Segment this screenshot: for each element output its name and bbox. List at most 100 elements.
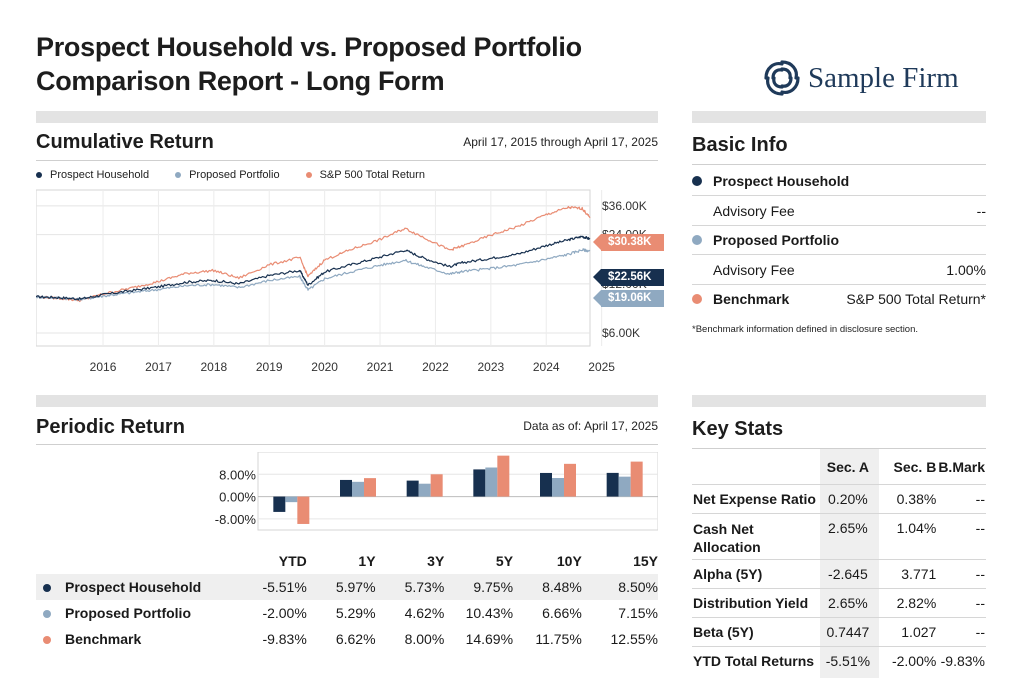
stat-label: Alpha (5Y) [693,565,763,582]
stat-sec-a: 2.65% [828,519,868,536]
prospect-dot [692,175,702,186]
basic-info-benchmark-value: S&P 500 Total Return* [846,290,986,307]
chart-series-lines [36,205,591,303]
benchmark-footnote: *Benchmark information defined in disclo… [692,324,919,335]
periodic-return-chart: 8.00% 0.00% -8.00% [215,452,658,531]
cell: 6.66% [542,605,582,621]
bar-chart-frame [257,452,658,531]
cell: 5.97% [335,579,376,595]
bar-y-tick-label: -8.00% [215,512,257,527]
bar-1y-prospect [340,479,352,497]
x-tick-label: 2025 [588,360,615,374]
stat-bmark: -- [975,519,985,536]
col-bmark: B.Mark [938,458,985,475]
bar-5y-proposed [485,467,498,497]
proposed-dot [43,610,51,619]
x-tick-label: 2021 [367,360,394,374]
section-rule [36,160,658,161]
bar-3y-benchmark [430,474,443,497]
legend-dot-benchmark [305,172,312,178]
key-stats-row: Distribution Yield 2.65% 2.82% -- [692,588,986,617]
proposed-dot [692,234,702,245]
proposed-advisory-fee: 1.00% [946,261,986,278]
series-line-prospect [36,235,591,301]
series-line-benchmark [36,205,591,303]
sec-a-column-shade [820,449,879,678]
stat-sec-b: 3.771 [901,565,937,582]
cumulative-return-chart: $36.00K$24.00K$12.00K$6.00K 201620172018… [36,189,647,374]
cell: 9.75% [473,579,514,595]
x-tick-label: 2024 [533,360,560,374]
cumulative-legend: Prospect Household Proposed Portfolio S&… [36,169,451,181]
prospect-dot [43,584,51,593]
bar-5y-benchmark [497,455,510,497]
stat-sec-b: 0.38% [896,490,937,507]
key-stats-row: Net Expense Ratio 0.20% 0.38% -- [692,484,986,513]
x-tick-label: 2020 [311,360,338,374]
chart-gridlines [36,190,603,346]
section-divider [692,395,986,407]
stat-sec-b: 2.82% [896,594,937,611]
stat-label: Net Expense Ratio [693,490,816,507]
bar-chart-gridlines [258,473,658,520]
cell: 8.48% [542,579,582,595]
stat-bmark: -- [975,490,985,507]
basic-info-prospect-label: Prospect Household [713,172,850,189]
key-stats-title: Key Stats [692,418,784,440]
key-stats-header-row: Sec. A Sec. B B.Mark [692,450,986,484]
bar-chart-y-axis: 8.00% 0.00% -8.00% [215,467,257,527]
section-divider [36,111,658,123]
stat-sec-a: 0.20% [828,490,868,507]
series-line-proposed [36,248,591,302]
stat-bmark: -- [975,594,985,611]
firm-logo-icon [764,60,800,96]
bar-15y-benchmark [630,461,643,497]
legend-item-benchmark: S&P 500 Total Return [305,169,425,181]
x-tick-label: 2016 [90,360,117,374]
stat-sec-a: 2.65% [828,594,868,611]
chart-frame [36,189,591,347]
stat-label: Beta (5Y) [693,623,754,640]
prospect-advisory-fee: -- [976,202,986,219]
periodic-return-table: YTD 1Y 3Y 5Y 10Y 15Y Prospect Household … [36,548,658,652]
bar-1y-proposed [352,481,364,497]
legend-dot-prospect [36,172,42,178]
cell: -2.00% [262,605,307,621]
x-tick-label: 2022 [422,360,449,374]
cell: 10.43% [465,605,514,621]
row-label: Prospect Household [36,574,254,600]
basic-info-proposed-label: Proposed Portfolio [713,231,839,248]
row-name: Prospect Household [65,579,202,595]
key-stats-row: YTD Total Returns -5.51% -2.00% -9.83% [692,646,986,675]
bar-ytd-proposed [285,496,298,503]
cell: 12.55% [610,631,658,647]
section-divider [692,111,986,123]
stat-label: Cash Net Allocation [693,520,761,555]
periodic-row-benchmark: Benchmark -9.83% 6.62% 8.00% 14.69% 11.7… [36,626,658,652]
y-tick-label: $36.00K [602,199,647,213]
basic-info-prospect-fee-row: Advisory Fee -- [692,196,986,226]
bar-y-tick-label: 0.00% [219,490,256,505]
periodic-row-proposed: Proposed Portfolio -2.00% 5.29% 4.62% 10… [36,600,658,626]
cell: 11.75% [535,631,582,647]
legend-label-proposed: Proposed Portfolio [189,169,280,181]
row-label: Proposed Portfolio [36,600,254,626]
stat-sec-b: 1.04% [896,519,937,536]
col-sec-a: Sec. A [826,458,870,475]
col-ytd: YTD [278,553,307,569]
firm-logo: Sample Firm [762,58,959,98]
stat-sec-a: 0.7447 [826,623,870,640]
report-title-line1: Prospect Household vs. Proposed Portfoli… [36,32,582,62]
bar-ytd-benchmark [297,496,310,524]
advisory-fee-label: Advisory Fee [713,202,795,219]
section-rule [36,444,658,445]
bar-y-tick-label: 8.00% [219,467,256,482]
stat-sec-b: -2.00% [891,652,937,669]
row-name: Benchmark [65,631,142,647]
legend-label-prospect: Prospect Household [50,169,150,181]
cell: 6.62% [335,631,376,647]
end-label-proposed: $19.06K [593,290,664,307]
col-1y: 1Y [358,553,376,569]
bar-3y-prospect [406,480,419,497]
header-spacer [692,450,818,484]
